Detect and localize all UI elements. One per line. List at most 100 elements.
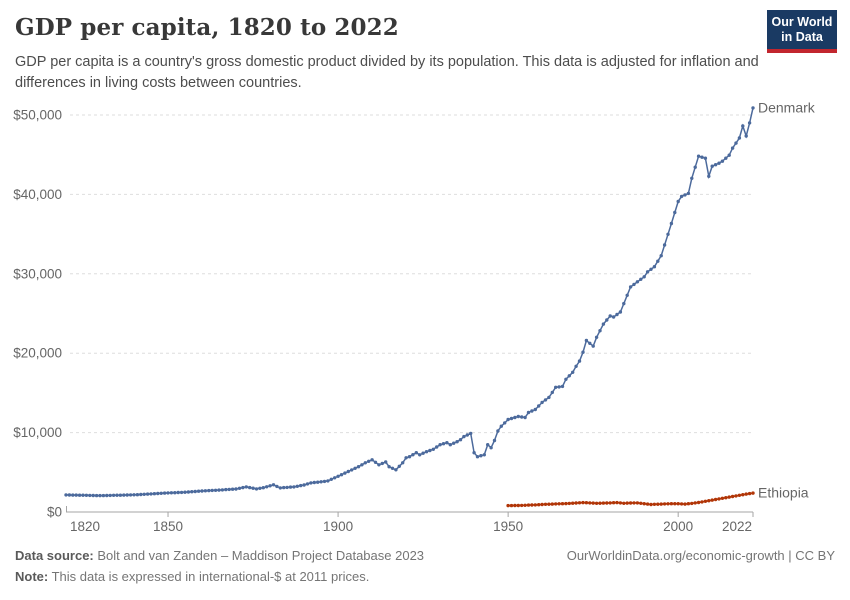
series-point-denmark [350, 468, 354, 472]
series-point-denmark [513, 415, 517, 420]
series-point-ethiopia [703, 499, 708, 503]
series-point-denmark [394, 468, 398, 472]
series-point-denmark [241, 485, 245, 490]
series-point-denmark [387, 465, 391, 469]
series-point-ethiopia [690, 501, 694, 506]
series-point-denmark [615, 312, 619, 317]
series-point-denmark [744, 134, 748, 138]
series-point-denmark [611, 315, 616, 319]
chart-subtitle: GDP per capita is a country's gross dome… [15, 54, 759, 91]
series-point-ethiopia [520, 503, 524, 508]
series-point-denmark [282, 485, 286, 490]
series-point-denmark [445, 441, 449, 445]
data-source-line: Data source: Bolt and van Zanden – Maddi… [15, 545, 424, 566]
series-point-ethiopia [588, 501, 592, 505]
series-point-denmark [132, 493, 136, 497]
series-point-denmark [265, 485, 269, 489]
y-tick-label: $10,000 [13, 425, 62, 440]
series-point-ethiopia [523, 503, 527, 507]
series-point-denmark [523, 415, 527, 420]
series-point-denmark [237, 486, 242, 490]
series-point-denmark [213, 488, 218, 492]
series-point-denmark [401, 461, 405, 465]
series-point-denmark [135, 493, 140, 497]
series-point-denmark [111, 493, 116, 497]
series-point-denmark [690, 176, 694, 180]
series-point-denmark [98, 493, 102, 498]
series-point-ethiopia [516, 503, 520, 508]
series-point-denmark [312, 480, 316, 485]
series-point-denmark [319, 480, 323, 484]
series-point-denmark [91, 493, 95, 498]
series-point-denmark [618, 310, 623, 314]
owid-logo[interactable]: Our World in Data [767, 10, 837, 53]
series-point-denmark [676, 199, 680, 204]
series-point-ethiopia [713, 497, 718, 502]
owid-url-attribution[interactable]: OurWorldinData.org/economic-growth | CC … [566, 548, 835, 563]
series-point-denmark [666, 232, 670, 236]
series-point-denmark [717, 161, 721, 165]
series-point-ethiopia [513, 503, 517, 508]
series-point-denmark [220, 488, 225, 492]
series-point-denmark [520, 415, 524, 419]
series-point-ethiopia [747, 491, 752, 496]
series-label-ethiopia: Ethiopia [758, 485, 809, 501]
series-point-denmark [438, 443, 442, 447]
series-point-denmark [322, 479, 327, 484]
series-point-denmark [486, 443, 490, 447]
series-point-denmark [244, 485, 248, 489]
series-point-denmark [190, 490, 194, 494]
footer-notes: Data source: Bolt and van Zanden – Maddi… [15, 545, 424, 587]
series-point-denmark [285, 485, 289, 490]
series-point-denmark [261, 486, 265, 490]
note-label: Note: [15, 569, 49, 584]
series-point-denmark [302, 483, 306, 487]
y-tick-label: $30,000 [13, 266, 62, 281]
series-point-denmark [693, 165, 697, 169]
series-point-ethiopia [744, 492, 748, 496]
series-point-denmark [105, 493, 109, 498]
series-point-denmark [326, 479, 330, 483]
owid-logo-line2: in Data [781, 30, 823, 44]
series-point-denmark [234, 487, 238, 491]
series-point-ethiopia [659, 502, 663, 506]
series-point-denmark [203, 489, 208, 493]
owid-logo-line1: Our World [771, 15, 833, 29]
series-point-denmark [554, 385, 558, 389]
series-point-denmark [336, 474, 340, 478]
series-point-ethiopia [547, 502, 551, 506]
series-point-denmark [254, 487, 259, 491]
series-point-ethiopia [628, 501, 633, 505]
series-point-denmark [74, 493, 78, 497]
x-tick-label: 2022 [722, 519, 752, 534]
series-point-denmark [139, 492, 143, 497]
series-point-denmark [407, 455, 412, 459]
series-point-denmark [598, 329, 602, 333]
x-tick-label: 1850 [153, 519, 183, 534]
series-point-ethiopia [526, 503, 531, 507]
series-point-ethiopia [540, 502, 544, 507]
series-point-denmark [509, 416, 514, 421]
series-point-ethiopia [625, 501, 629, 505]
series-point-ethiopia [509, 503, 514, 508]
y-tick-label: $50,000 [13, 108, 62, 123]
series-point-denmark [397, 464, 401, 468]
series-point-denmark [458, 438, 463, 442]
series-point-denmark [594, 335, 599, 339]
series-point-ethiopia [618, 501, 623, 505]
series-point-ethiopia [615, 500, 619, 505]
series-point-ethiopia [594, 501, 599, 505]
series-point-denmark [747, 121, 752, 125]
y-tick-label: $20,000 [13, 346, 62, 361]
series-point-denmark [159, 491, 163, 495]
series-point-denmark [200, 489, 204, 493]
series-point-denmark [275, 484, 279, 489]
series-point-ethiopia [560, 502, 565, 506]
series-point-denmark [652, 265, 657, 269]
series-point-denmark [268, 484, 272, 488]
series-point-denmark [533, 407, 537, 412]
series-point-denmark [482, 453, 486, 457]
series-point-denmark [363, 461, 367, 465]
series-point-ethiopia [554, 502, 558, 506]
series-point-denmark [632, 282, 636, 287]
